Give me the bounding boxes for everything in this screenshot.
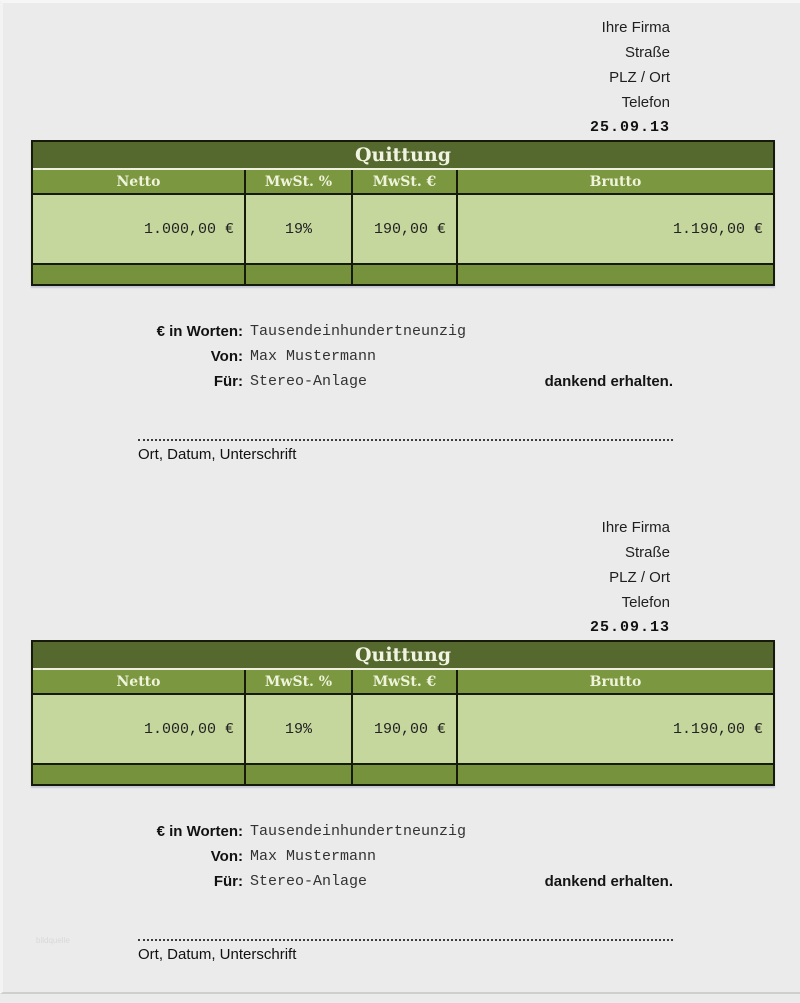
cell-mwst-prozent: 19% [244,193,351,263]
cell-mwst-euro: 190,00 € [351,693,456,763]
label-in-worten: € in Worten: [156,323,243,340]
table-title: Quittung [33,642,773,670]
label-fuer: Für: [213,873,243,890]
signature-line [138,439,673,441]
cell-netto: 1.000,00 € [33,193,244,263]
sender-company: Ihre Firma [601,19,670,36]
sender-city: PLZ / Ort [609,569,670,586]
detail-row-worten: € in Worten: Tausendeinhundertneunzig [3,319,466,344]
thanks-text: dankend erhalten. [544,873,673,890]
value-fuer: Stereo-Anlage [250,373,368,390]
receipt-date: 25.09.13 [589,619,670,636]
cell-brutto: 1.190,00 € [456,193,773,263]
receipt-table: Quittung Netto MwSt. % MwSt. € Brutto 1.… [31,640,775,786]
receipt-section-2: Ihre Firma Straße PLZ / Ort Telefon 25.0… [3,503,800,1003]
receipt-table: Quittung Netto MwSt. % MwSt. € Brutto 1.… [31,140,775,286]
receipt-section-1: Ihre Firma Straße PLZ / Ort Telefon 25.0… [3,3,800,503]
detail-row-fuer: Für: Stereo-Anlage [3,869,367,894]
cell-netto: 1.000,00 € [33,693,244,763]
thanks-text: dankend erhalten. [544,373,673,390]
value-von: Max Mustermann [250,348,377,365]
table-title: Quittung [33,142,773,170]
sender-phone: Telefon [621,94,670,111]
sender-address: Ihre Firma Straße PLZ / Ort Telefon 25.0… [590,515,670,640]
sender-street: Straße [624,544,670,561]
table-footer-row [33,763,773,784]
footer-cell [456,263,773,284]
table-header-row: Netto MwSt. % MwSt. € Brutto [33,170,773,193]
footer-cell [456,763,773,784]
footer-cell [351,263,456,284]
footer-cell [33,763,244,784]
value-in-worten: Tausendeinhundertneunzig [250,823,467,840]
value-fuer: Stereo-Anlage [250,873,368,890]
col-header-netto: Netto [33,170,244,193]
cell-mwst-euro: 190,00 € [351,193,456,263]
label-von: Von: [210,348,243,365]
table-footer-row [33,263,773,284]
footer-cell [351,763,456,784]
sender-street: Straße [624,44,670,61]
footer-cell [33,263,244,284]
col-header-mwst-prozent: MwSt. % [244,170,351,193]
value-von: Max Mustermann [250,848,377,865]
sender-address: Ihre Firma Straße PLZ / Ort Telefon 25.0… [590,15,670,140]
detail-row-von: Von: Max Mustermann [3,344,376,369]
watermark: bildquelle [36,936,70,945]
receipt-date: 25.09.13 [589,119,670,136]
signature-label: Ort, Datum, Unterschrift [138,446,297,463]
col-header-brutto: Brutto [456,170,773,193]
detail-row-worten: € in Worten: Tausendeinhundertneunzig [3,819,466,844]
table-value-row: 1.000,00 € 19% 190,00 € 1.190,00 € [33,193,773,263]
signature-label: Ort, Datum, Unterschrift [138,946,297,963]
value-in-worten: Tausendeinhundertneunzig [250,323,467,340]
footer-cell [244,763,351,784]
label-von: Von: [210,848,243,865]
sender-company: Ihre Firma [601,519,670,536]
label-in-worten: € in Worten: [156,823,243,840]
col-header-netto: Netto [33,670,244,693]
table-value-row: 1.000,00 € 19% 190,00 € 1.190,00 € [33,693,773,763]
detail-row-fuer: Für: Stereo-Anlage [3,369,367,394]
cell-brutto: 1.190,00 € [456,693,773,763]
sender-phone: Telefon [621,594,670,611]
sender-city: PLZ / Ort [609,69,670,86]
col-header-mwst-euro: MwSt. € [351,670,456,693]
table-header-row: Netto MwSt. % MwSt. € Brutto [33,670,773,693]
col-header-brutto: Brutto [456,670,773,693]
col-header-mwst-euro: MwSt. € [351,170,456,193]
col-header-mwst-prozent: MwSt. % [244,670,351,693]
label-fuer: Für: [213,373,243,390]
detail-row-von: Von: Max Mustermann [3,844,376,869]
signature-line [138,939,673,941]
cell-mwst-prozent: 19% [244,693,351,763]
footer-cell [244,263,351,284]
